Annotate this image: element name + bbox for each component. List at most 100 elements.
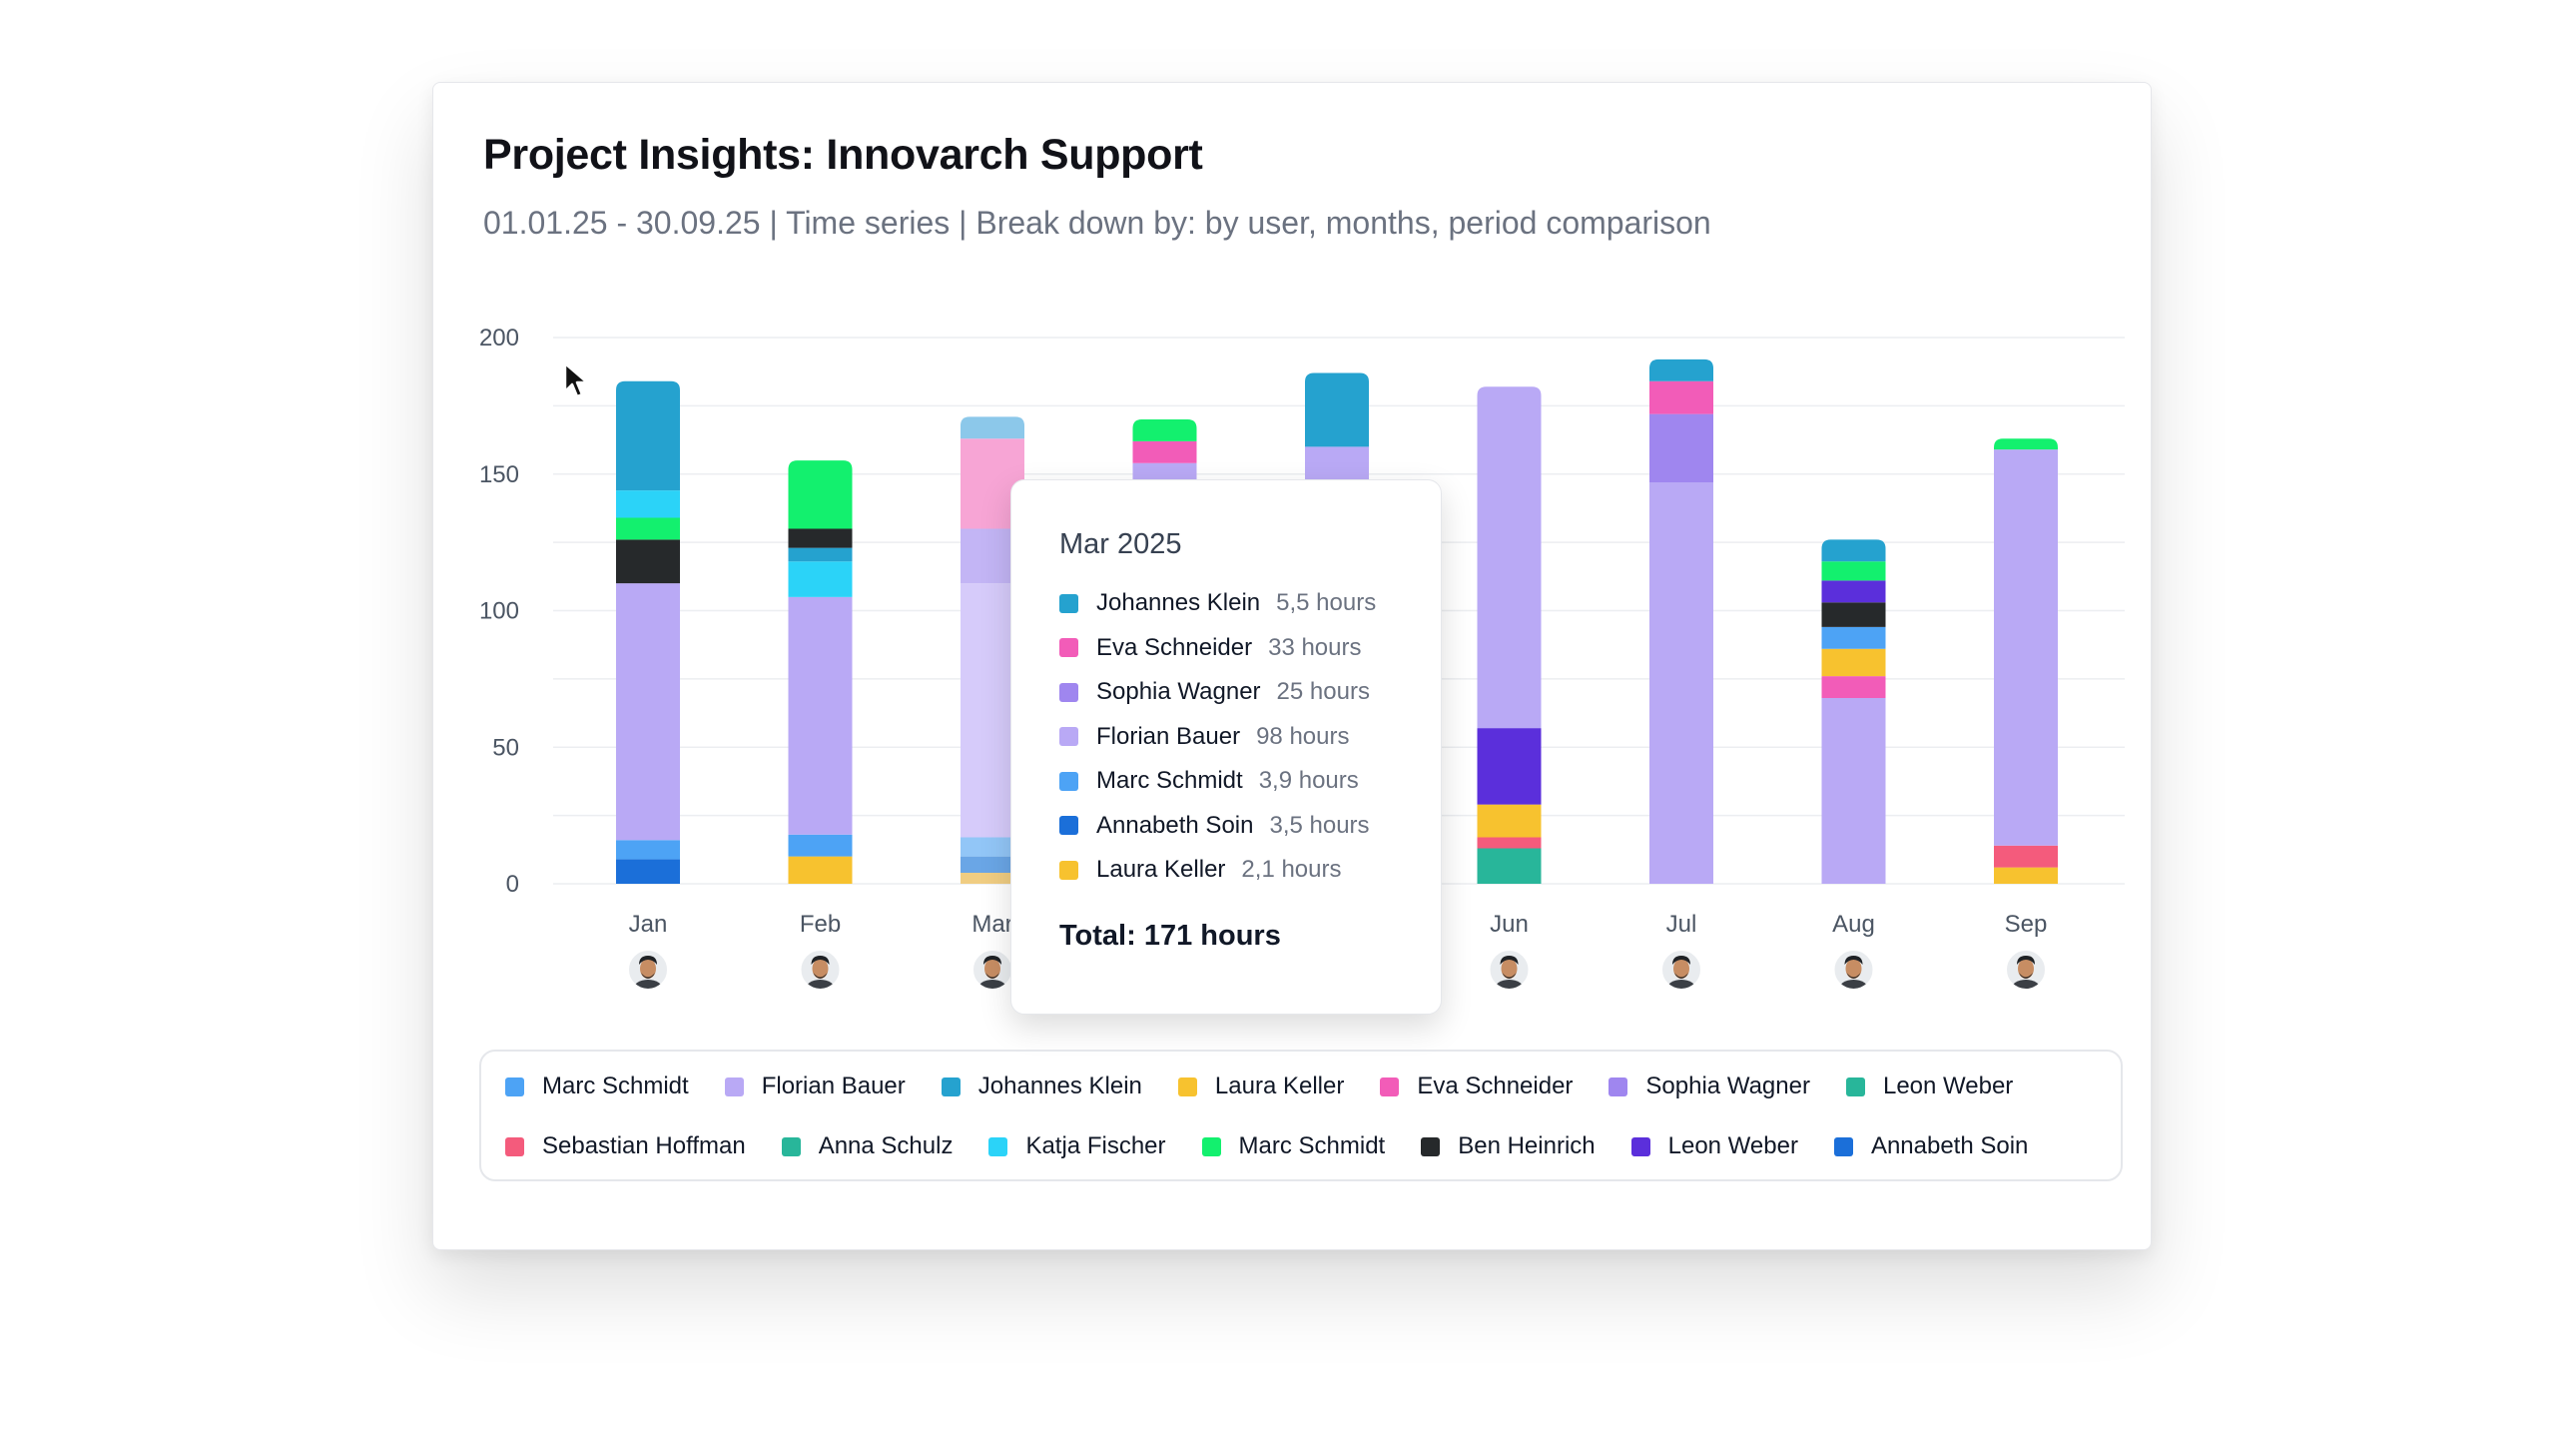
user-avatar-icon[interactable] [799,949,842,1000]
bar-segment[interactable] [1477,804,1542,838]
legend-item[interactable]: Anna Schulz [781,1132,953,1160]
bar-segment[interactable] [1477,728,1542,805]
legend-label: Eva Schneider [1417,1073,1574,1099]
user-avatar-icon[interactable] [2005,949,2047,1000]
legend-item[interactable]: Johannes Klein [941,1073,1142,1100]
x-tick-label: Jul [1666,911,1697,938]
bar-stack-jan[interactable] [616,380,680,884]
avatar-hair [1844,956,1863,965]
x-tick-label: Jan [629,911,668,938]
bar-segment[interactable] [1994,449,2058,846]
legend-label: Marc Schmidt [1238,1132,1386,1159]
bar-segment[interactable] [1132,440,1197,463]
bar-segment[interactable] [1994,438,2058,450]
avatar-head [2018,959,2034,979]
avatar-hair [1500,956,1519,965]
bar-segment[interactable] [1821,676,1886,699]
bar-segment[interactable] [1649,413,1713,482]
legend-swatch [1845,1076,1865,1096]
legend-item[interactable]: Florian Bauer [724,1073,906,1100]
bar-stack-feb[interactable] [788,460,853,884]
bar-segment[interactable] [788,528,853,548]
bar-segment[interactable] [1477,837,1542,849]
user-avatar-icon[interactable] [627,949,669,1000]
bar-segment[interactable] [1994,867,2058,884]
bar-segment[interactable] [961,837,1024,857]
user-avatar-icon[interactable] [1660,949,1702,1000]
avatar-face [2011,956,2041,989]
bar-segment[interactable] [616,840,680,860]
bar-segment[interactable] [788,596,853,835]
bar-segment[interactable] [1821,602,1886,627]
avatar-head [1845,959,1862,979]
legend-label: Ben Heinrich [1458,1132,1596,1159]
legend-label: Leon Weber [1882,1073,2014,1099]
bar-segment[interactable] [1821,561,1886,581]
bar-segment[interactable] [961,583,1024,838]
bar-segment[interactable] [1477,848,1542,884]
bar-segment[interactable] [961,438,1024,529]
tooltip-row: Florian Bauer 98 hours [1059,720,1349,754]
bar-segment[interactable] [616,380,680,491]
legend-item[interactable]: Leon Weber [1630,1132,1798,1160]
bar-stack-jul[interactable] [1649,358,1713,884]
legend-item[interactable]: Leon Weber [1845,1073,2014,1100]
bar-stack-sep[interactable] [1994,438,2058,884]
bar-segment[interactable] [961,856,1024,874]
bar-segment[interactable] [616,539,680,584]
legend-label: Leon Weber [1667,1132,1798,1159]
legend-item[interactable]: Laura Keller [1177,1073,1344,1100]
bar-stack-aug[interactable] [1821,539,1886,884]
bar-segment[interactable] [616,490,680,518]
bar-segment[interactable] [788,547,853,562]
bar-segment[interactable] [961,528,1024,584]
bar-segment[interactable] [616,859,680,884]
legend-item[interactable]: Ben Heinrich [1421,1132,1596,1160]
bar-segment[interactable] [1821,626,1886,649]
tooltip-swatch [1059,593,1078,613]
legend-label: Marc Schmidt [542,1073,689,1099]
bar-segment[interactable] [616,583,680,841]
bar-stack-jun[interactable] [1477,386,1542,884]
bar-segment[interactable] [1132,419,1197,441]
legend-item[interactable]: Marc Schmidt [1201,1132,1386,1160]
bar-segment[interactable] [1821,698,1886,884]
bar-segment[interactable] [1821,580,1886,603]
bar-segment[interactable] [1821,648,1886,677]
bar-stack-mar[interactable] [961,416,1024,884]
legend-item[interactable]: Sophia Wagner [1609,1073,1810,1100]
legend-row: Sebastian Hoffman Anna Schulz Katja Fische… [505,1129,2064,1163]
bar-segment[interactable] [1649,481,1713,884]
legend-swatch [1609,1076,1628,1096]
bar-segment[interactable] [1649,358,1713,381]
bar-segment[interactable] [616,517,680,540]
legend-item[interactable]: Annabeth Soin [1833,1132,2028,1160]
bar-segment[interactable] [1994,845,2058,868]
bar-segment[interactable] [788,460,853,529]
bar-segment[interactable] [788,856,853,884]
user-avatar-icon[interactable] [971,949,1013,1000]
legend-item[interactable]: Sebastian Hoffman [505,1132,746,1160]
user-avatar-icon[interactable] [1832,949,1875,1000]
bar-segment[interactable] [961,416,1024,439]
legend-item[interactable]: Marc Schmidt [505,1073,689,1100]
bar-segment[interactable] [788,561,853,597]
x-tick-label: Jun [1490,911,1529,938]
legend-swatch [941,1076,961,1096]
bar-segment[interactable] [961,873,1024,884]
tooltip-row: Eva Schneider 33 hours [1059,631,1362,665]
bar-segment[interactable] [1305,372,1369,447]
tooltip-hours-value: 5,5 hours [1276,589,1377,616]
bar-segment[interactable] [1821,539,1886,562]
tooltip-title: Mar 2025 [1059,528,1182,560]
bar-segment[interactable] [788,834,853,857]
bar-segment[interactable] [1649,380,1713,414]
legend-item[interactable]: Eva Schneider [1380,1073,1573,1100]
avatar-beard [1674,973,1688,979]
legend-label: Sebastian Hoffman [542,1132,746,1159]
bar-segment[interactable] [1477,386,1542,729]
user-avatar-icon[interactable] [1488,949,1531,1000]
y-tick-label: 100 [479,598,519,625]
tooltip-hours-value: 98 hours [1256,722,1350,750]
legend-item[interactable]: Katja Fischer [988,1132,1166,1160]
